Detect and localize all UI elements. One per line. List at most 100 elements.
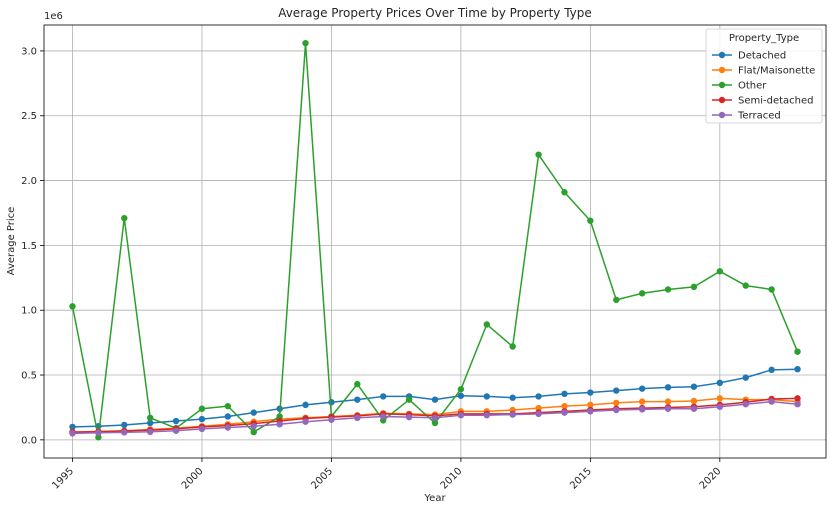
data-point-other <box>535 151 542 158</box>
y-tick-label: 0.5 <box>21 371 37 382</box>
data-point-other <box>768 286 775 293</box>
data-point-other <box>121 214 128 222</box>
data-point-terraced <box>121 429 128 436</box>
data-point-detached <box>328 399 335 406</box>
data-point-terraced <box>768 398 775 405</box>
data-point-flat-maisonette <box>561 402 568 410</box>
data-point-terraced <box>794 401 801 408</box>
data-point-other <box>483 321 490 328</box>
data-point-detached <box>483 393 490 400</box>
data-point-terraced <box>664 405 672 412</box>
legend-label: Other <box>738 81 767 92</box>
data-point-detached <box>690 383 698 390</box>
data-point-other <box>69 303 76 310</box>
y-tick-label: 0.0 <box>21 435 37 446</box>
legend-item-detached: Detached <box>712 51 786 62</box>
series-terraced <box>69 398 801 437</box>
data-point-detached <box>380 393 387 400</box>
y-tick-label: 1.0 <box>21 306 37 317</box>
data-point-detached <box>561 390 568 398</box>
legend-label: Detached <box>738 51 786 62</box>
data-point-terraced <box>509 411 516 418</box>
series-detached <box>69 366 801 431</box>
x-tick-label: 2015 <box>568 466 594 492</box>
data-point-terraced <box>716 403 724 410</box>
x-tick-label: 2020 <box>698 466 724 492</box>
legend-label: Terraced <box>737 111 781 122</box>
legend-item-flat-maisonette: Flat/Maisonette <box>712 66 815 77</box>
data-point-flat-maisonette <box>613 399 620 407</box>
data-point-terraced <box>613 406 620 414</box>
data-point-terraced <box>431 414 439 422</box>
data-point-other <box>276 413 283 420</box>
y-axis-label: Average Price <box>6 207 17 276</box>
data-point-terraced <box>457 412 465 419</box>
data-point-detached <box>224 413 232 420</box>
legend-label: Flat/Maisonette <box>738 66 815 77</box>
data-point-terraced <box>250 423 257 430</box>
data-point-other <box>198 405 206 412</box>
data-point-detached <box>302 401 309 409</box>
x-tick-label: 2005 <box>309 466 335 492</box>
data-point-other <box>431 419 439 427</box>
data-point-detached <box>794 366 801 373</box>
data-point-terraced <box>302 418 309 425</box>
data-point-detached <box>250 409 257 416</box>
data-point-terraced <box>483 412 490 419</box>
data-point-detached <box>768 366 775 374</box>
data-point-terraced <box>690 405 698 412</box>
data-point-other <box>95 434 102 441</box>
series-other <box>69 39 801 441</box>
data-point-detached <box>638 385 646 392</box>
data-point-terraced <box>587 408 594 415</box>
data-point-terraced <box>354 414 361 422</box>
data-point-other <box>354 380 361 388</box>
data-point-other <box>716 268 724 275</box>
data-point-terraced <box>276 421 283 428</box>
data-point-terraced <box>198 425 206 433</box>
legend-title: Property_Type <box>729 33 799 44</box>
data-point-other <box>638 290 646 297</box>
data-point-terraced <box>380 413 387 420</box>
y-tick-label: 1.5 <box>21 241 37 252</box>
data-point-other <box>561 189 568 196</box>
data-point-detached <box>146 419 154 427</box>
data-point-terraced <box>146 428 154 436</box>
data-point-other <box>587 217 594 224</box>
legend-item-terraced: Terraced <box>712 111 781 122</box>
data-point-detached <box>354 396 361 403</box>
data-point-detached <box>172 417 180 425</box>
chart-title: Average Property Prices Over Time by Pro… <box>278 6 592 20</box>
data-point-flat-maisonette <box>716 395 724 402</box>
data-point-flat-maisonette <box>638 398 646 405</box>
data-point-detached <box>198 415 206 423</box>
data-point-other <box>250 428 257 436</box>
data-point-detached <box>535 393 542 400</box>
x-tick-label: 2000 <box>180 466 206 492</box>
data-point-terraced <box>561 409 568 416</box>
legend-label: Semi-detached <box>738 96 814 107</box>
data-point-other <box>302 39 309 47</box>
data-point-detached <box>664 384 672 391</box>
data-point-terraced <box>535 410 542 418</box>
data-point-detached <box>457 392 465 399</box>
data-point-detached <box>613 387 620 394</box>
data-point-detached <box>69 423 76 431</box>
data-point-terraced <box>405 413 413 421</box>
data-point-other <box>613 296 620 304</box>
data-point-other <box>742 282 749 289</box>
y-axis-scale-label: 1e6 <box>44 11 63 22</box>
data-point-flat-maisonette <box>664 398 672 405</box>
data-point-terraced <box>95 429 102 436</box>
legend-swatch-marker <box>718 96 726 104</box>
data-point-detached <box>587 389 594 396</box>
legend-swatch-marker <box>718 81 726 89</box>
y-tick-label: 3.0 <box>21 46 37 57</box>
x-axis-label: Year <box>423 493 446 504</box>
data-point-terraced <box>742 401 749 408</box>
legend-item-semi-detached: Semi-detached <box>712 96 814 107</box>
data-point-terraced <box>638 406 646 413</box>
data-point-detached <box>742 374 749 381</box>
data-point-detached <box>431 396 439 403</box>
